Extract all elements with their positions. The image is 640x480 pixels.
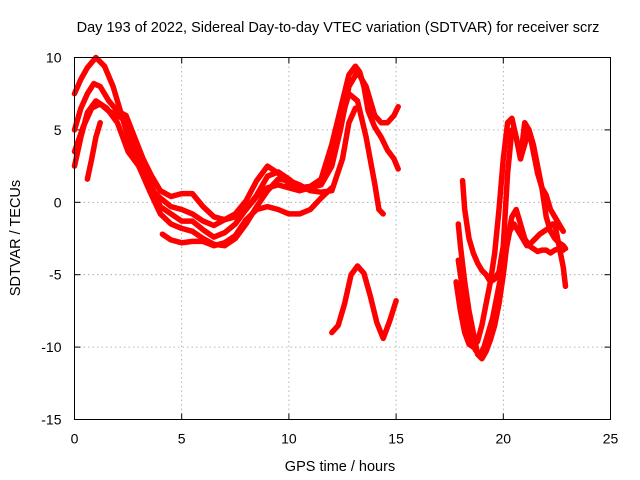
x-tick-labels: 0 5 10 15 20 25 bbox=[71, 431, 619, 447]
y-axis-label: SDTVAR / TECUs bbox=[8, 180, 24, 296]
y-tick-label: 5 bbox=[54, 122, 62, 138]
y-tick-label: 0 bbox=[54, 194, 62, 210]
y-tick-label: -15 bbox=[41, 412, 61, 428]
data-series bbox=[71, 54, 569, 362]
plot-frame bbox=[74, 57, 611, 420]
x-tick-label: 5 bbox=[178, 431, 186, 447]
x-tick-label: 0 bbox=[71, 431, 79, 447]
series-track-6 bbox=[84, 119, 103, 182]
series-track-2 bbox=[71, 69, 401, 223]
y-tick-label: 10 bbox=[46, 50, 62, 66]
chart-title: Day 193 of 2022, Sidereal Day-to-day VTE… bbox=[77, 20, 600, 36]
x-tick-label: 20 bbox=[496, 431, 512, 447]
series-track-5 bbox=[159, 185, 335, 249]
x-tick-label: 25 bbox=[603, 431, 619, 447]
y-tick-labels: 10 5 0 -5 -10 -15 bbox=[41, 50, 61, 428]
series-track-12 bbox=[552, 221, 569, 290]
series-track-7 bbox=[329, 263, 399, 342]
y-tick-label: -5 bbox=[49, 267, 62, 283]
series-track-11 bbox=[453, 115, 569, 350]
x-tick-label: 10 bbox=[281, 431, 297, 447]
x-axis-label: GPS time / hours bbox=[285, 459, 395, 475]
series-track-3 bbox=[71, 90, 386, 240]
series-track-9 bbox=[455, 221, 564, 359]
x-tick-label: 15 bbox=[388, 431, 404, 447]
y-tick-label: -10 bbox=[41, 339, 61, 355]
series-track-10 bbox=[459, 127, 567, 285]
